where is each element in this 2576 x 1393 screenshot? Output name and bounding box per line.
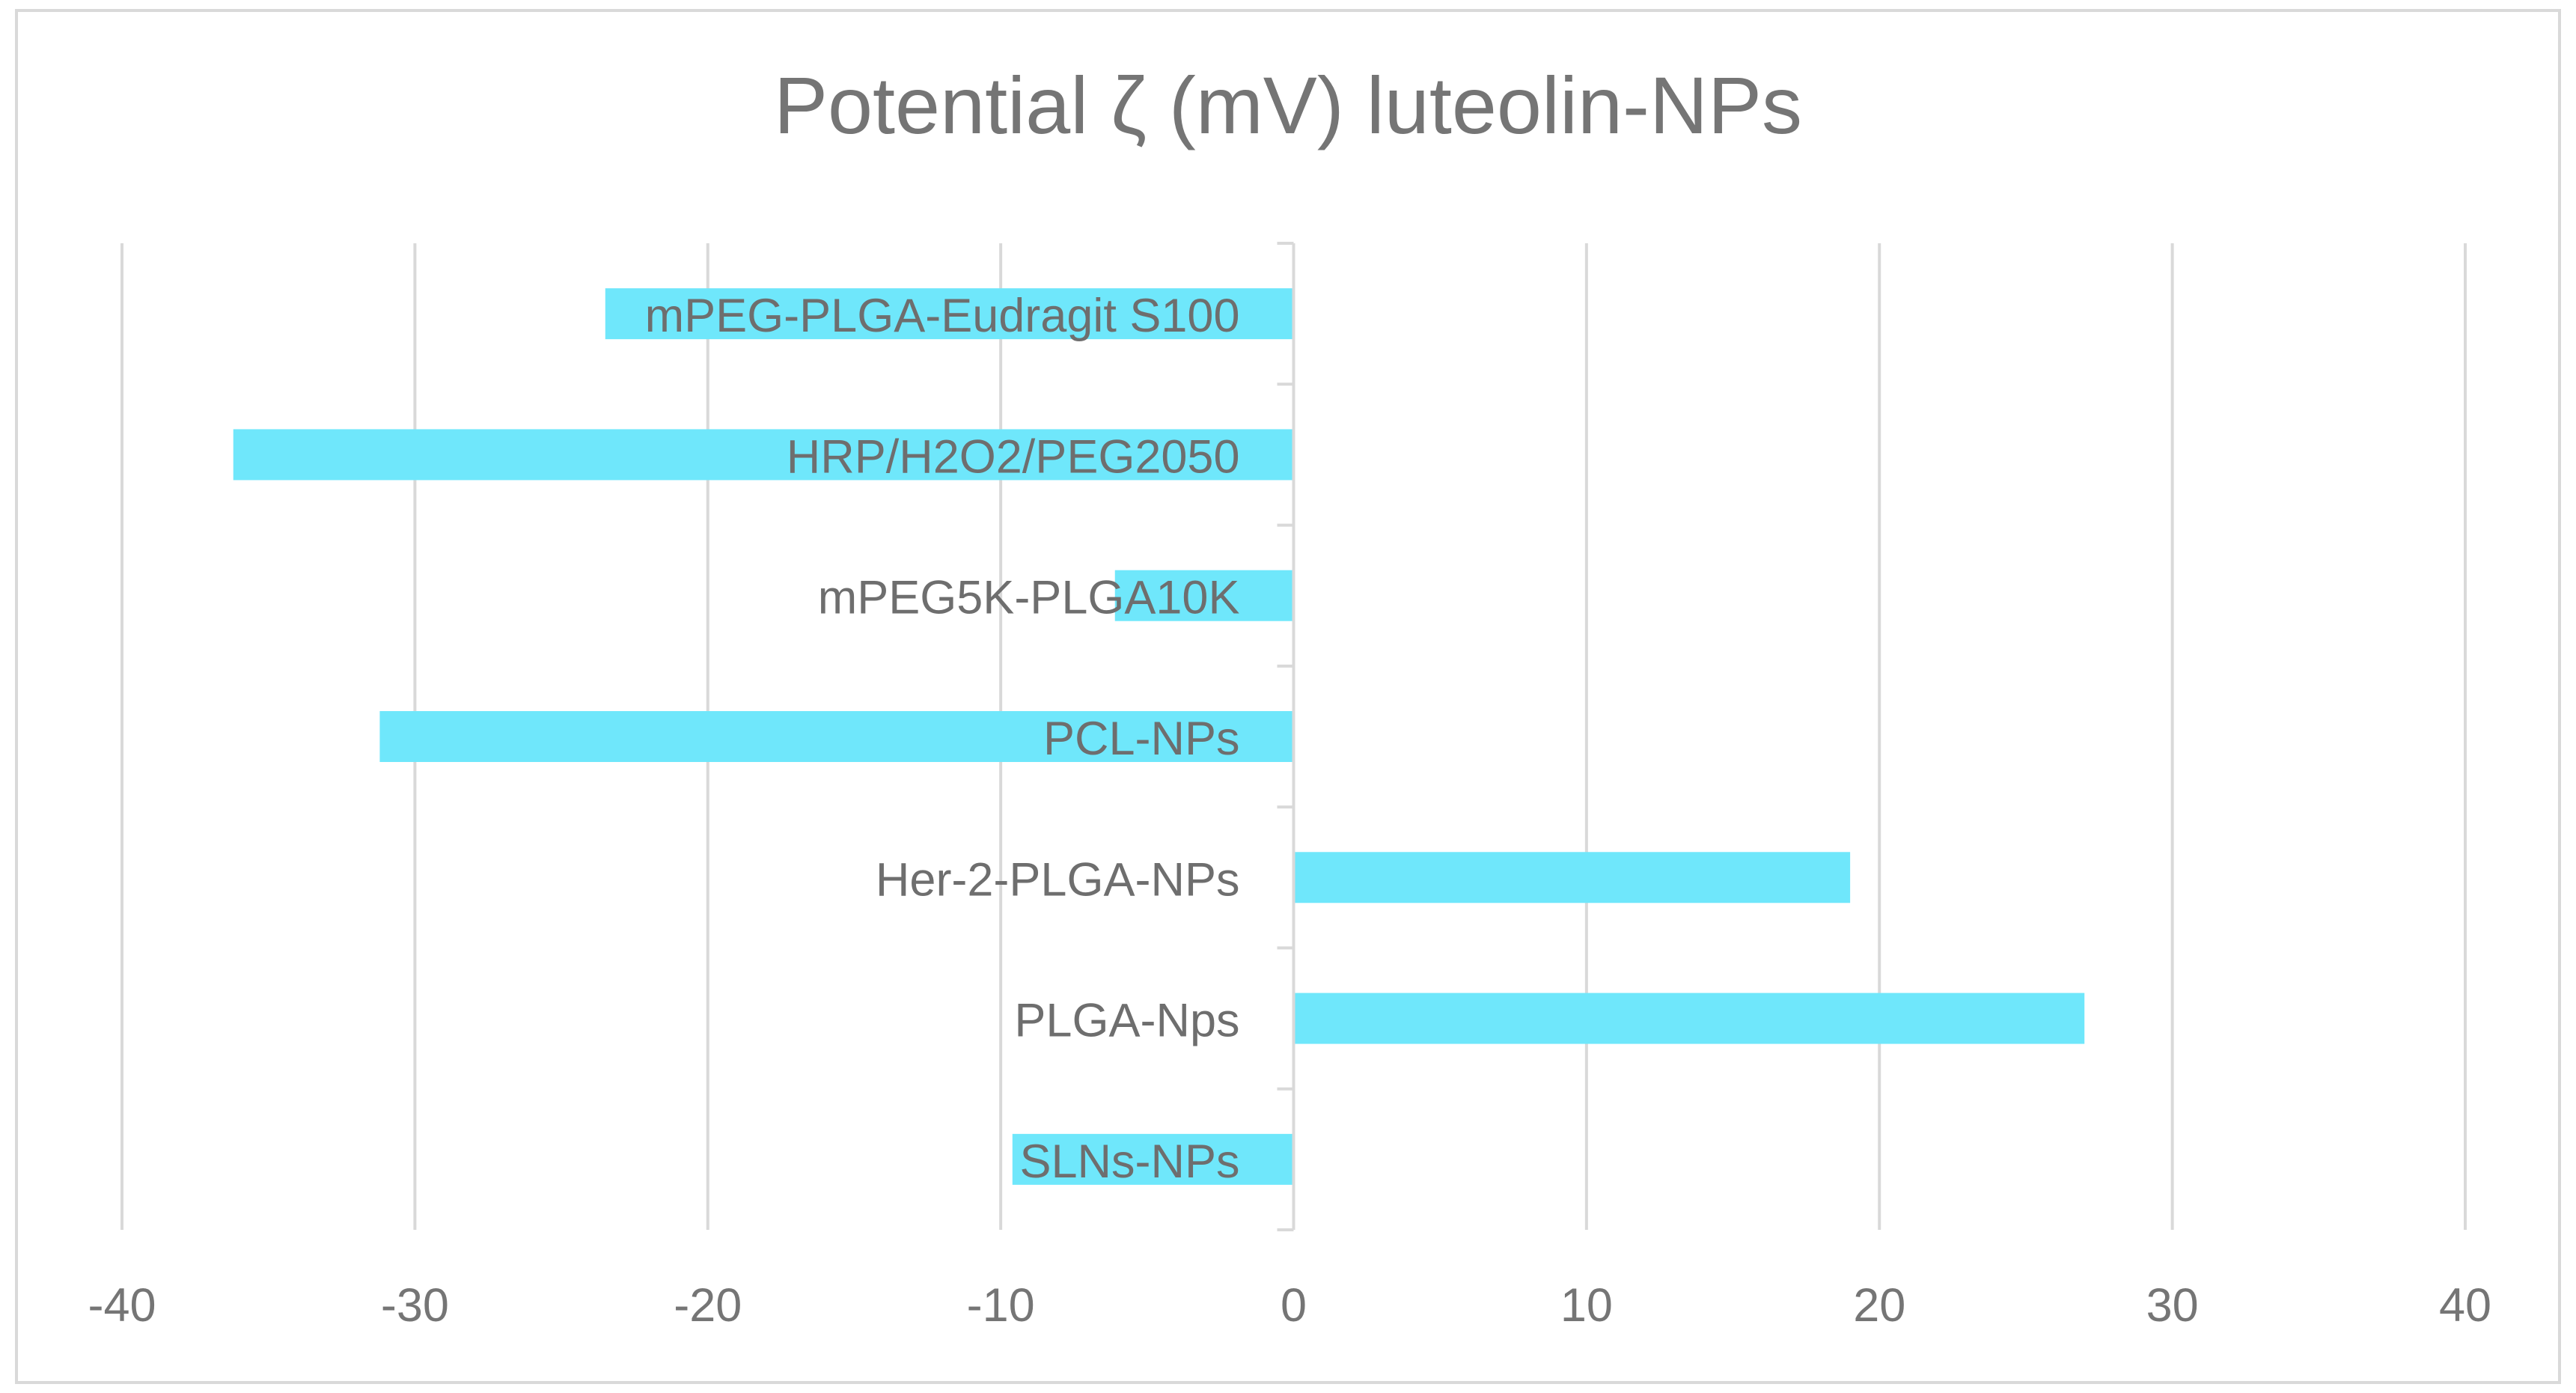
bar-1	[233, 429, 1294, 481]
x-tick-label-1: -30	[381, 1279, 449, 1332]
x-tick-label-7: 30	[2146, 1279, 2199, 1332]
x-tick-label-5: 10	[1560, 1279, 1613, 1332]
category-label-1: HRP/H2O2/PEG2050	[787, 430, 1240, 483]
bar-2	[1114, 570, 1294, 621]
category-label-2: mPEG5K-PLGA10K	[818, 572, 1240, 624]
category-axis	[1277, 242, 1295, 1231]
category-label-4: Her-2-PLGA-NPs	[876, 853, 1240, 906]
x-tick-label-3: -10	[967, 1279, 1035, 1332]
gridlines	[120, 243, 2467, 1230]
bar-6	[1012, 1133, 1294, 1185]
bars	[233, 288, 2085, 1185]
x-tick-label-4: 0	[1281, 1279, 1307, 1332]
bar-5	[1293, 993, 2085, 1044]
x-tick-label-8: 40	[2439, 1279, 2491, 1332]
x-tick-label-2: -20	[674, 1279, 742, 1332]
x-tick-labels: -40 -30 -20 -10 0 10 20 30 40	[88, 1279, 2491, 1332]
category-label-3: PCL-NPs	[1043, 713, 1240, 765]
bar-0	[605, 288, 1294, 340]
bar-4	[1293, 852, 1851, 903]
category-label-0: mPEG-PLGA-Eudragit S100	[645, 290, 1240, 342]
x-tick-label-6: 20	[1853, 1279, 1905, 1332]
chart-title: Potential ζ (mV) luteolin-NPs	[774, 60, 1802, 150]
category-labels: mPEG-PLGA-Eudragit S100 HRP/H2O2/PEG2050 m…	[645, 290, 1240, 1188]
bar-3	[379, 711, 1294, 762]
x-tick-label-0: -40	[88, 1279, 156, 1332]
category-label-6: SLNs-NPs	[1019, 1136, 1239, 1188]
category-label-5: PLGA-Nps	[1014, 995, 1239, 1047]
